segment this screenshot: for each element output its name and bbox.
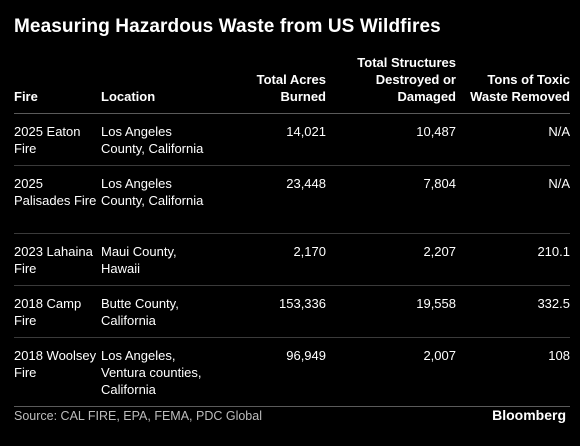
header-structures: Total Structures Destroyed or Damaged: [326, 54, 456, 114]
cell-acres: 96,949: [226, 337, 326, 407]
cell-toxic-waste: N/A: [456, 165, 570, 234]
cell-fire: 2025 Palisades Fire: [14, 165, 101, 234]
header-row: Fire Location Total Acres Burned Total S…: [14, 54, 570, 114]
cell-location: Butte County, California: [101, 285, 226, 338]
header-acres: Total Acres Burned: [226, 54, 326, 114]
cell-acres: 153,336: [226, 285, 326, 338]
cell-toxic-waste: N/A: [456, 113, 570, 166]
cell-fire: 2023 Lahaina Fire: [14, 233, 101, 286]
cell-location: Los Angeles County, California: [101, 113, 226, 166]
cell-acres: 2,170: [226, 233, 326, 286]
table-row: 2025 Eaton Fire Los Angeles County, Cali…: [14, 113, 570, 166]
wildfire-table: Fire Location Total Acres Burned Total S…: [14, 54, 570, 407]
cell-location: Los Angeles County, California: [101, 165, 226, 234]
cell-toxic-waste: 332.5: [456, 285, 570, 338]
table-row: 2018 Woolsey Fire Los Angeles, Ventura c…: [14, 337, 570, 407]
source-note: Source: CAL FIRE, EPA, FEMA, PDC Global: [14, 409, 262, 423]
header-fire: Fire: [14, 54, 101, 114]
header-location: Location: [101, 54, 226, 114]
cell-structures: 2,007: [326, 337, 456, 407]
bloomberg-logo: Bloomberg: [492, 407, 566, 423]
cell-location: Los Angeles, Ventura counties, Californi…: [101, 337, 226, 407]
cell-fire: 2025 Eaton Fire: [14, 113, 101, 166]
cell-structures: 19,558: [326, 285, 456, 338]
cell-fire: 2018 Woolsey Fire: [14, 337, 101, 407]
cell-toxic-waste: 108: [456, 337, 570, 407]
cell-structures: 7,804: [326, 165, 456, 234]
cell-location: Maui County, Hawaii: [101, 233, 226, 286]
table-row: 2023 Lahaina Fire Maui County, Hawaii 2,…: [14, 233, 570, 286]
header-toxic-waste: Tons of Toxic Waste Removed: [456, 54, 570, 114]
cell-acres: 14,021: [226, 113, 326, 166]
cell-structures: 2,207: [326, 233, 456, 286]
cell-structures: 10,487: [326, 113, 456, 166]
table-row: 2018 Camp Fire Butte County, California …: [14, 285, 570, 338]
cell-acres: 23,448: [226, 165, 326, 234]
cell-fire: 2018 Camp Fire: [14, 285, 101, 338]
cell-toxic-waste: 210.1: [456, 233, 570, 286]
table-row: 2025 Palisades Fire Los Angeles County, …: [14, 165, 570, 234]
chart-title: Measuring Hazardous Waste from US Wildfi…: [14, 16, 441, 37]
